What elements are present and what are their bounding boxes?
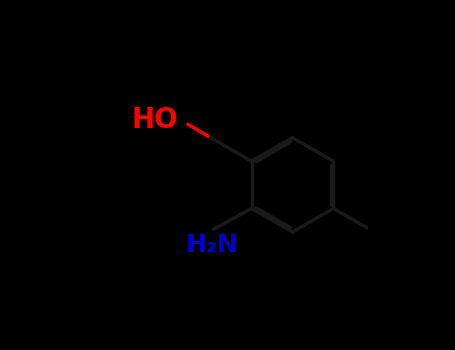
Text: H₂N: H₂N <box>186 233 238 257</box>
Text: HO: HO <box>132 106 178 134</box>
